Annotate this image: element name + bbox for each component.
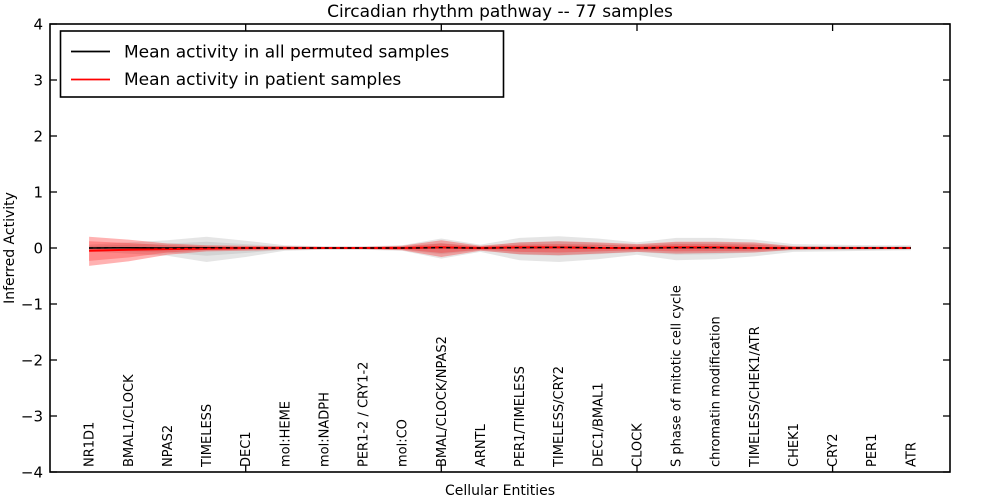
x-category-label: S phase of mitotic cell cycle (670, 285, 685, 467)
x-category-label: CLOCK (631, 423, 646, 467)
x-category-labels-group: NR1D1 BMAL1/CLOCK NPAS2 TIMELESS DEC1 mol:HEM… (83, 285, 920, 468)
y-tick-label: 3 (33, 72, 43, 90)
x-category-label: NR1D1 (83, 422, 98, 467)
x-category-label: mol:CO (396, 419, 411, 467)
x-category-label: PER1 (865, 434, 880, 467)
y-tick-label: 0 (33, 240, 43, 258)
mean-line-permuted-dashes (89, 246, 911, 249)
x-category-label: NPAS2 (161, 425, 176, 467)
x-category-label: BMAL/CLOCK/NPAS2 (435, 336, 450, 467)
band-patient-std-inner (89, 241, 911, 261)
x-category-label: mol:NADPH (317, 392, 332, 467)
x-category-label: DEC1/BMAL1 (591, 383, 606, 468)
x-category-label: TIMELESS/CHEK1/ATR (748, 326, 763, 468)
x-category-label: PER1-2 / CRY1-2 (357, 362, 372, 467)
y-tick-label: −2 (21, 352, 43, 370)
x-category-label: TIMELESS (200, 404, 215, 468)
x-category-label: BMAL1/CLOCK (122, 374, 137, 467)
x-category-label: CRY2 (826, 434, 841, 468)
legend-label-patient: Mean activity in patient samples (124, 70, 401, 90)
y-axis-label: Inferred Activity (2, 192, 18, 304)
bands-group (89, 236, 911, 266)
y-tick-label: −1 (21, 296, 43, 314)
x-category-label: mol:HEME (278, 401, 293, 467)
x-category-label: DEC1 (239, 431, 254, 467)
x-axis-label: Cellular Entities (445, 483, 555, 499)
x-category-label: TIMELESS/CRY2 (552, 366, 567, 468)
series-lines-group (89, 246, 911, 252)
x-category-label: chromatin modification (709, 316, 724, 467)
y-tick-label: 1 (33, 184, 43, 202)
x-category-label: PER1/TIMELESS (513, 366, 528, 467)
tick-marks-group (50, 23, 950, 473)
band-patient-std-outer (89, 236, 911, 266)
x-category-label: ARNTL (474, 423, 489, 467)
y-tick-label: −3 (21, 408, 43, 426)
legend-box (59, 30, 505, 98)
y-tick-labels-group: 4 3 2 1 0 −1 −2 −3 −4 (21, 16, 43, 482)
band-permuted-std-outer (89, 236, 911, 262)
legend: Mean activity in all permuted samples Me… (59, 30, 505, 98)
y-tick-label: −4 (21, 464, 43, 482)
x-category-label: ATR (904, 442, 919, 467)
y-tick-label: 4 (33, 16, 43, 34)
chart-title: Circadian rhythm pathway -- 77 samples (327, 2, 673, 22)
x-category-label: CHEK1 (787, 423, 802, 467)
y-tick-label: 2 (33, 128, 43, 146)
legend-label-permuted: Mean activity in all permuted samples (124, 43, 449, 63)
